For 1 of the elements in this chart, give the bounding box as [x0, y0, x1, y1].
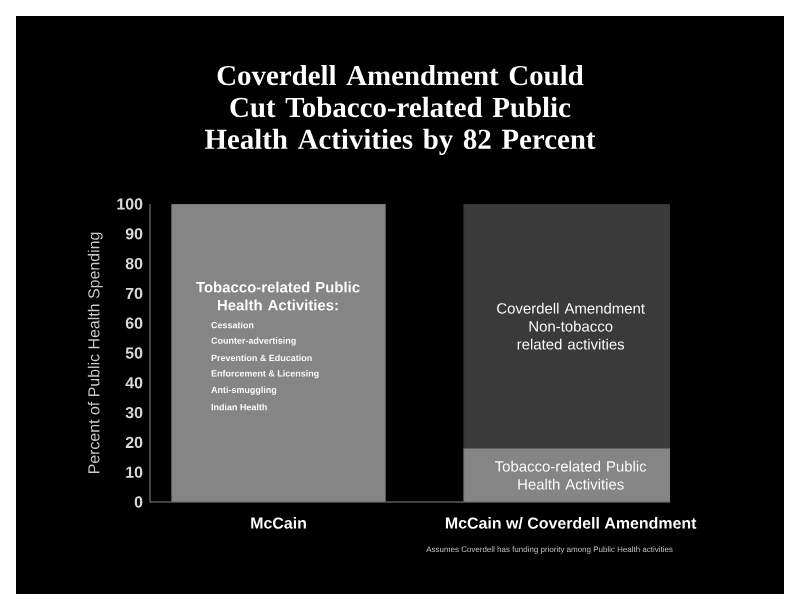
chart-title: Coverdell Amendment Could Cut Tobacco-related Public Health Activities by 82 Percent — [204, 64, 596, 156]
